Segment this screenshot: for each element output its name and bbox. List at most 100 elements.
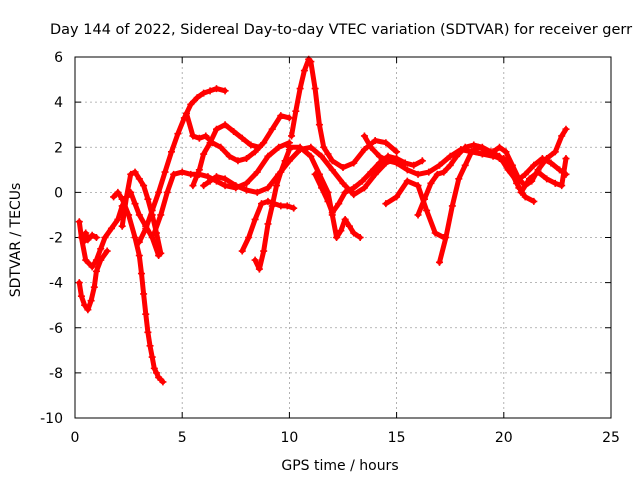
data-point	[251, 148, 259, 156]
data-point	[551, 148, 559, 156]
data-point	[189, 132, 197, 140]
data-point	[127, 170, 135, 178]
data-point	[292, 107, 300, 115]
data-point	[337, 227, 345, 235]
data-point	[446, 161, 454, 169]
data-point	[140, 290, 148, 298]
series-sat-h	[182, 109, 293, 165]
data-point	[515, 175, 523, 183]
data-point	[433, 170, 441, 178]
data-point	[435, 258, 443, 266]
data-point	[410, 161, 418, 169]
data-point	[221, 87, 229, 95]
data-point	[187, 100, 195, 108]
series-sat-e	[110, 188, 167, 386]
x-tick-labels: 0 5 10 15 20 25	[71, 430, 620, 446]
data-point	[114, 188, 122, 196]
y-tick-label: -6	[49, 321, 63, 337]
data-point	[206, 139, 214, 147]
data-point	[320, 143, 328, 151]
data-point	[311, 170, 319, 178]
data-point	[155, 188, 163, 196]
data-point	[125, 211, 133, 219]
data-point	[446, 152, 454, 160]
series-sat-q	[382, 177, 448, 241]
data-point	[264, 152, 272, 160]
data-point	[375, 152, 383, 160]
data-point	[288, 132, 296, 140]
data-point	[296, 85, 304, 93]
data-point	[562, 125, 570, 133]
data-point	[455, 175, 463, 183]
data-point	[118, 195, 126, 203]
data-point	[315, 121, 323, 129]
data-point	[264, 197, 272, 205]
series-line	[190, 122, 262, 189]
y-tick-label: -4	[49, 276, 63, 292]
data-point	[142, 224, 150, 232]
data-point	[182, 109, 190, 117]
data-point	[300, 67, 308, 75]
data-point	[230, 127, 238, 135]
data-point	[243, 155, 251, 163]
data-point	[221, 182, 229, 190]
data-point	[202, 132, 210, 140]
data-point	[144, 195, 152, 203]
data-point	[290, 204, 298, 212]
data-point	[356, 234, 364, 241]
series-sat-f	[135, 85, 229, 246]
data-point	[200, 150, 208, 158]
data-point	[131, 168, 139, 176]
data-point	[478, 150, 486, 158]
data-point	[103, 247, 111, 255]
data-point	[152, 369, 160, 377]
data-point	[277, 202, 285, 210]
data-point	[206, 87, 214, 95]
data-point	[243, 186, 251, 194]
data-point	[92, 256, 100, 264]
data-point	[339, 179, 347, 187]
data-point	[341, 188, 349, 196]
data-point	[367, 168, 375, 176]
data-point	[440, 168, 448, 176]
data-point	[174, 130, 182, 138]
data-point	[345, 222, 353, 230]
data-point	[393, 148, 401, 156]
series-sat-c	[77, 188, 163, 271]
series-sat-n	[285, 143, 364, 241]
data-point	[88, 263, 96, 271]
data-point	[335, 200, 343, 208]
data-point	[318, 152, 326, 160]
data-point	[393, 193, 401, 201]
data-point	[87, 297, 95, 305]
data-point	[339, 164, 347, 172]
data-point	[135, 211, 143, 219]
data-point	[435, 161, 443, 169]
data-point	[418, 157, 426, 165]
data-point	[431, 229, 439, 237]
series-line	[437, 144, 537, 265]
data-point	[114, 215, 122, 223]
data-point	[82, 229, 90, 237]
data-point	[255, 143, 263, 151]
data-point	[350, 184, 358, 192]
data-point	[521, 170, 529, 178]
x-tick-label: 5	[178, 430, 187, 446]
data-point	[81, 301, 89, 309]
data-point	[558, 132, 566, 140]
data-point	[425, 168, 433, 176]
data-point	[161, 168, 169, 176]
data-point	[420, 195, 428, 203]
y-tick-label: -2	[49, 231, 63, 247]
data-point	[403, 166, 411, 174]
data-point	[403, 177, 411, 185]
data-point	[513, 179, 521, 187]
x-tick-label: 15	[388, 430, 406, 446]
data-point	[200, 89, 208, 97]
data-point	[375, 159, 383, 167]
data-point	[468, 148, 476, 156]
data-point	[461, 143, 469, 151]
data-point	[135, 252, 143, 260]
x-tick-label: 10	[280, 430, 298, 446]
data-point	[84, 236, 92, 244]
